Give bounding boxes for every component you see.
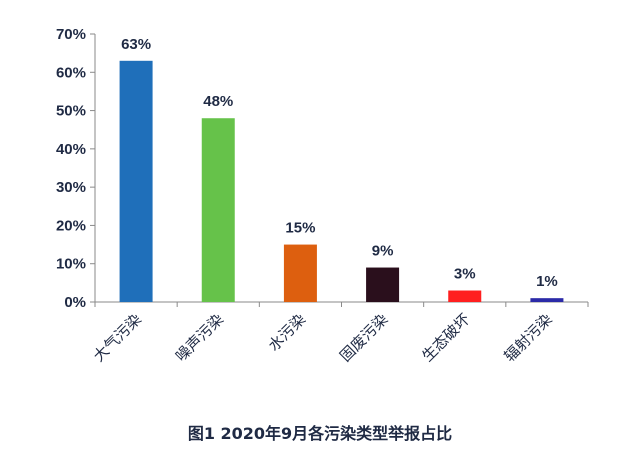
y-tick-label: 60%: [56, 64, 86, 81]
y-tick-label: 30%: [56, 179, 86, 196]
bar: [448, 290, 482, 302]
chart-caption: 图1 2020年9月各污染类型举报占比: [187, 424, 453, 443]
bar: [366, 267, 400, 302]
y-tick-label: 0%: [64, 294, 86, 311]
bar-value-label: 63%: [121, 36, 151, 53]
y-tick-label: 70%: [56, 26, 86, 43]
x-category-label: 水污染: [265, 310, 310, 355]
bar-value-label: 48%: [203, 93, 233, 110]
y-tick-label: 40%: [56, 141, 86, 158]
bar-value-label: 9%: [372, 243, 394, 260]
y-tick-label: 50%: [56, 103, 86, 120]
bar-value-label: 15%: [285, 220, 315, 237]
bar-value-label: 3%: [454, 266, 476, 283]
y-tick-label: 10%: [56, 256, 86, 273]
bar: [530, 298, 564, 302]
x-category-label: 固废污染: [336, 310, 391, 365]
x-category-label: 辐射污染: [501, 310, 556, 365]
bar: [283, 244, 317, 302]
y-tick-label: 20%: [56, 217, 86, 234]
bar: [201, 118, 235, 302]
bar-value-label: 1%: [536, 273, 558, 290]
x-category-label: 生态破坏: [418, 310, 473, 365]
bar: [119, 60, 153, 302]
x-category-label: 噪声污染: [172, 310, 227, 365]
x-category-label: 大气污染: [90, 310, 145, 365]
